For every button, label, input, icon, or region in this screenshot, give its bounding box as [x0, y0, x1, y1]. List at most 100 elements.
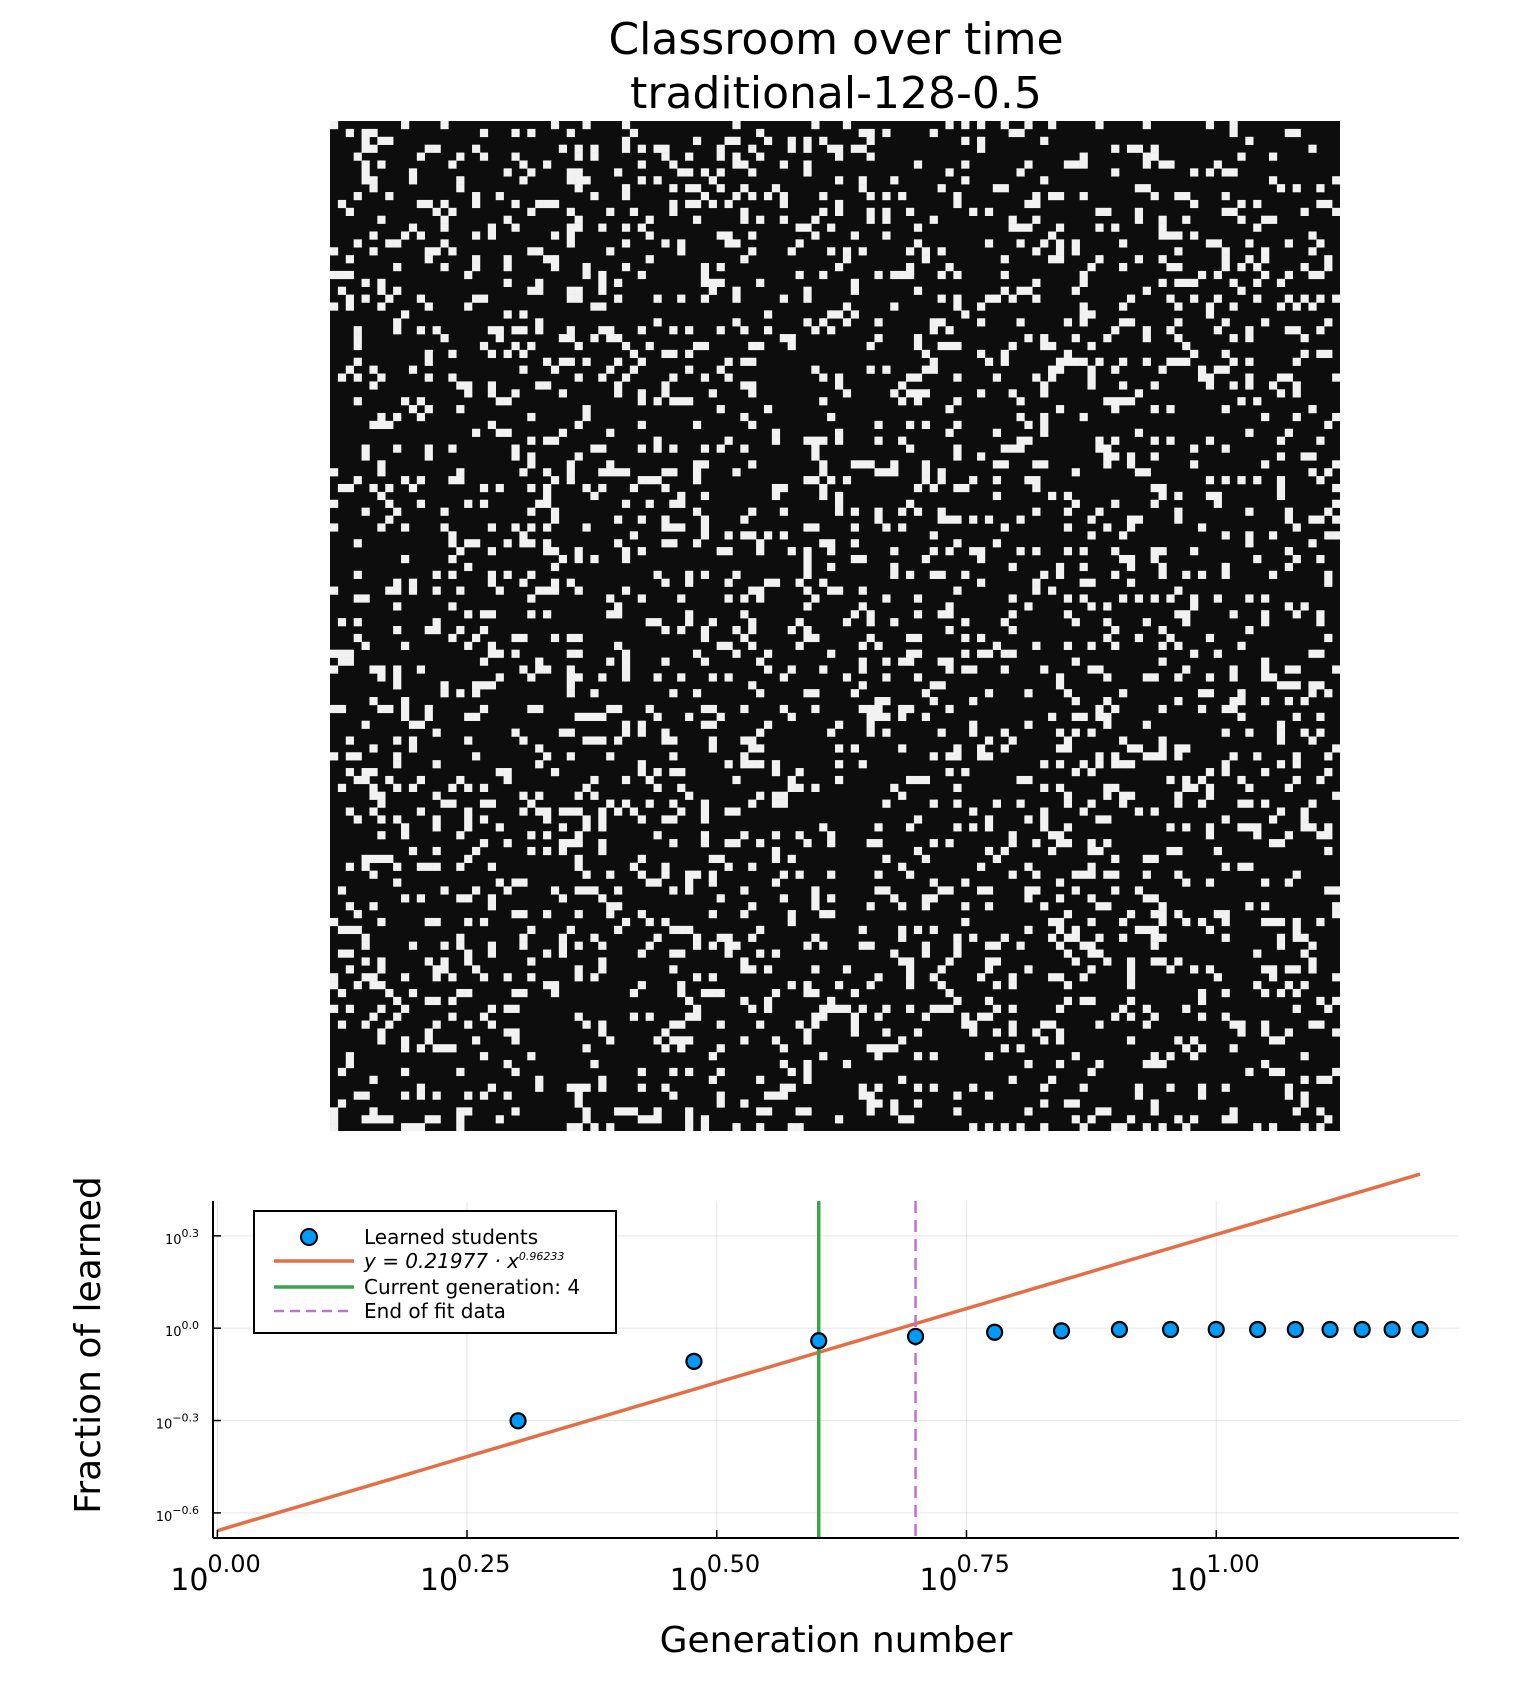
- learned-cell: [1261, 610, 1270, 619]
- learned-cell: [527, 412, 536, 422]
- learned-cell: [842, 1004, 852, 1013]
- learned-cell: [1055, 365, 1065, 374]
- learned-cell: [369, 665, 378, 674]
- learned-cell: [1048, 231, 1057, 240]
- learned-cell: [448, 554, 457, 564]
- learned-cell: [543, 665, 552, 674]
- learned-cell: [1292, 752, 1301, 761]
- learned-cell: [756, 728, 765, 737]
- learned-cell: [1071, 712, 1080, 721]
- learned-cell: [566, 807, 575, 816]
- learned-cell: [330, 704, 339, 714]
- learned-cell: [543, 381, 552, 390]
- learned-cell: [906, 823, 915, 832]
- learned-cell: [1229, 278, 1238, 287]
- learned-cell: [1300, 349, 1309, 359]
- learned-cell: [1126, 1012, 1136, 1021]
- learned-cell: [574, 1012, 583, 1021]
- learned-cell: [590, 1123, 599, 1132]
- learned-cell: [1268, 815, 1278, 824]
- learned-cell: [708, 878, 717, 887]
- learned-cell: [898, 1036, 907, 1045]
- learned-cell: [1253, 752, 1262, 761]
- learned-cell: [1197, 523, 1207, 532]
- learned-cell: [385, 854, 394, 864]
- learned-cell: [424, 957, 433, 966]
- learned-cell: [1190, 965, 1199, 974]
- learned-cell: [590, 152, 599, 161]
- learned-cell: [913, 373, 923, 382]
- learned-cell: [1261, 1020, 1270, 1029]
- learned-cell: [337, 373, 347, 382]
- learned-cell: [1261, 878, 1270, 887]
- learned-cell: [1024, 1059, 1033, 1069]
- learned-cell: [598, 807, 607, 816]
- learned-cell: [1103, 673, 1112, 682]
- learned-cell: [708, 988, 717, 998]
- learned-cell: [1150, 1052, 1159, 1061]
- learned-cell: [1205, 673, 1215, 682]
- learned-cell: [961, 1020, 970, 1029]
- learned-cell: [890, 949, 899, 958]
- learned-cell: [440, 523, 449, 532]
- learned-cell: [1245, 255, 1254, 264]
- learned-cell: [361, 168, 370, 177]
- learned-cell: [353, 752, 362, 761]
- learned-cell: [1197, 775, 1207, 785]
- learned-cell: [377, 215, 386, 224]
- learned-cell: [795, 641, 804, 650]
- learned-cell: [377, 673, 386, 682]
- learned-cell: [535, 1083, 544, 1092]
- learned-cell: [590, 791, 599, 800]
- learned-cell: [1324, 689, 1333, 698]
- learned-cell: [913, 389, 923, 398]
- learned-cell: [582, 1107, 591, 1116]
- learned-cell: [1142, 1020, 1151, 1029]
- learned-cell: [732, 649, 741, 658]
- learned-point: [1248, 1320, 1267, 1339]
- learned-cell: [479, 1091, 489, 1100]
- learned-cell: [898, 507, 907, 516]
- learned-cell: [842, 121, 852, 130]
- learned-cell: [448, 373, 457, 382]
- learned-cell: [401, 823, 410, 832]
- learned-cell: [700, 460, 710, 469]
- learned-cell: [543, 610, 552, 619]
- learned-cell: [361, 768, 370, 777]
- learned-cell: [1008, 341, 1017, 351]
- learned-cell: [345, 965, 354, 974]
- learned-cell: [913, 633, 923, 643]
- learned-cell: [677, 523, 686, 532]
- learned-cell: [850, 554, 859, 564]
- learned-cell: [692, 460, 702, 469]
- learned-cell: [882, 594, 891, 603]
- learned-cell: [1332, 460, 1341, 469]
- learned-cell: [330, 302, 339, 311]
- learned-cell: [1040, 239, 1049, 248]
- learned-cell: [543, 491, 552, 501]
- learned-cell: [1079, 318, 1088, 327]
- learned-cell: [724, 760, 733, 769]
- learned-cell: [1174, 641, 1183, 650]
- learned-cell: [756, 586, 765, 595]
- learned-cell: [1174, 910, 1183, 919]
- learned-cell: [1008, 389, 1017, 398]
- learned-cell: [472, 712, 481, 721]
- learned-cell: [716, 1067, 725, 1077]
- learned-cell: [1308, 231, 1317, 240]
- learned-cell: [1040, 1083, 1049, 1092]
- learned-cell: [771, 483, 781, 493]
- learned-cell: [1190, 1036, 1199, 1045]
- learned-cell: [645, 799, 654, 808]
- learned-cell: [456, 184, 465, 193]
- learned-cell: [574, 973, 583, 982]
- learned-cell: [1119, 1123, 1128, 1132]
- learned-cell: [1292, 925, 1301, 935]
- learned-cell: [969, 1020, 978, 1029]
- learned-cell: [1103, 602, 1112, 611]
- learned-cell: [637, 389, 646, 398]
- learned-cell: [732, 775, 741, 785]
- learned-cell: [408, 483, 418, 493]
- learned-cell: [527, 168, 536, 177]
- learned-cell: [424, 1028, 433, 1037]
